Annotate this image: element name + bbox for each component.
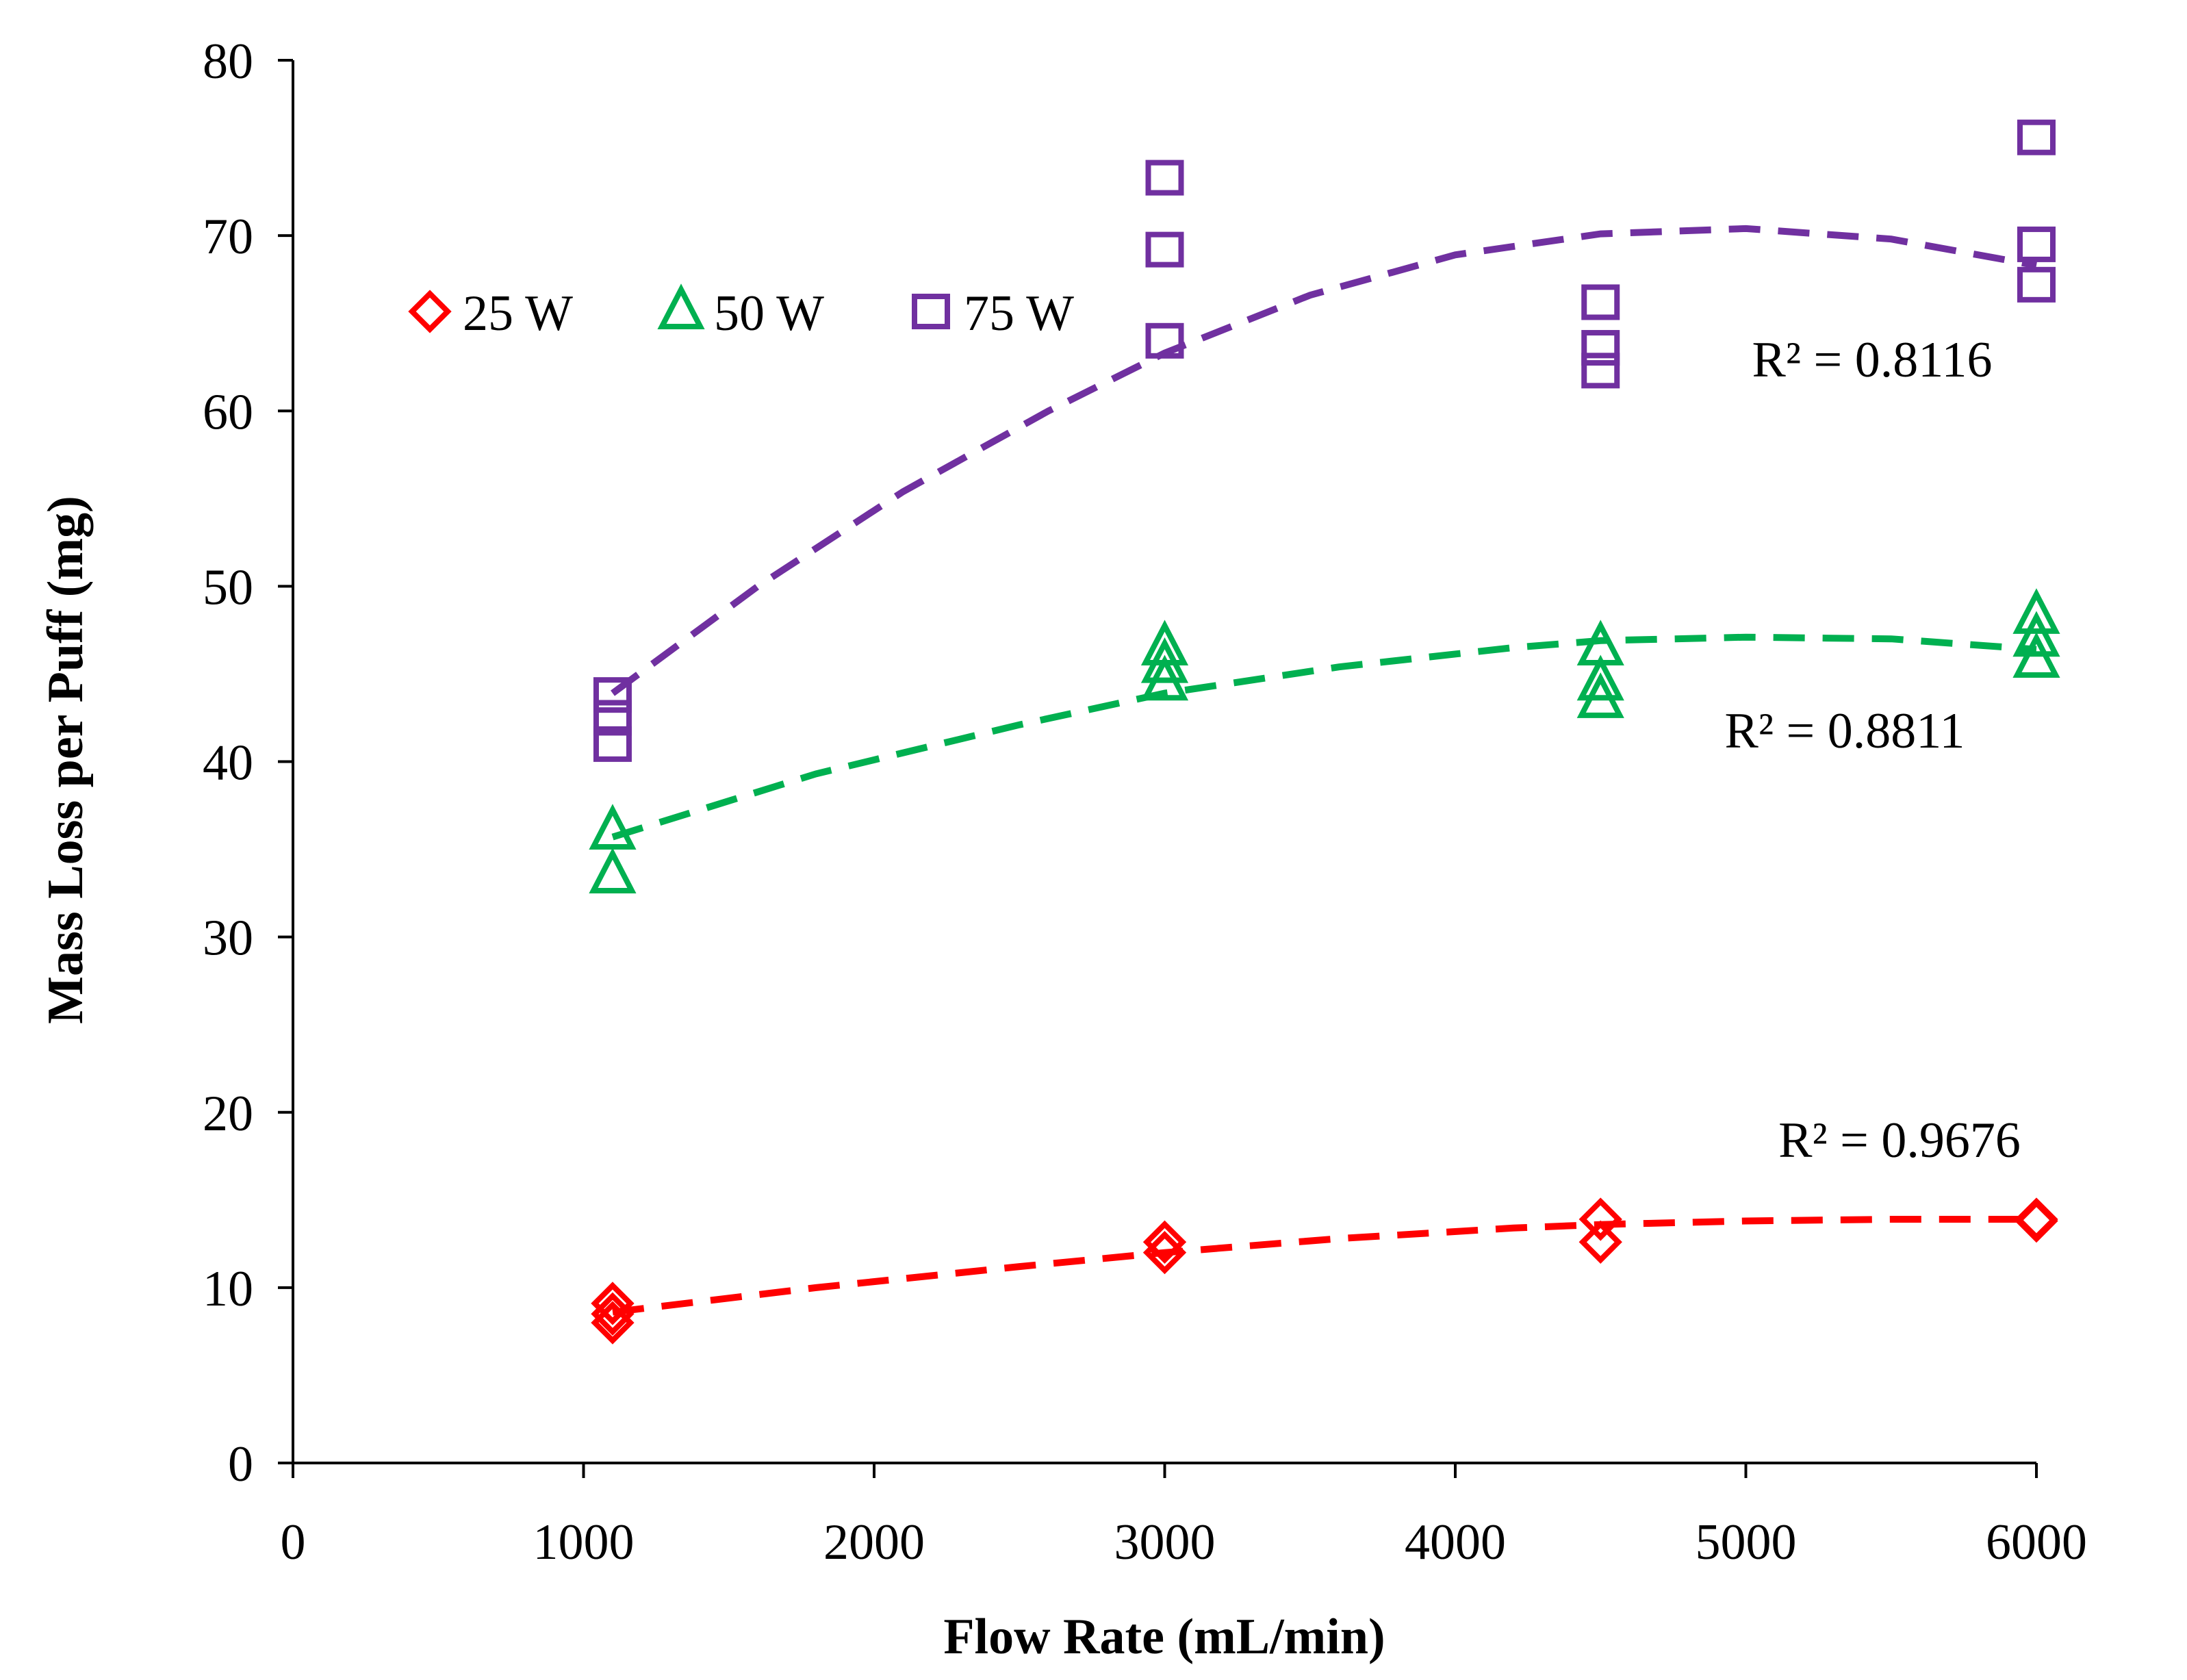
data-point-square — [593, 677, 632, 713]
y-tick-label: 80 — [203, 34, 253, 90]
data-point-square — [2017, 226, 2056, 262]
x-ticks: 0 1000 2000 3000 4000 5000 6000 — [281, 1463, 2087, 1570]
data-point-diamond — [591, 1282, 635, 1325]
y-tick-label: 40 — [203, 735, 253, 791]
data-point-square — [1145, 231, 1184, 268]
y-tick-label: 60 — [203, 384, 253, 440]
data-point-triangle — [589, 804, 637, 850]
y-ticks: 0 10 20 30 40 50 60 70 80 — [203, 34, 293, 1492]
data-point-triangle — [2012, 588, 2060, 634]
data-point-triangle — [1576, 620, 1624, 666]
trendline-50w — [611, 633, 2037, 841]
data-point-square — [2017, 266, 2056, 303]
x-tick-label: 1000 — [533, 1514, 635, 1570]
trendline-25w — [612, 1216, 2036, 1316]
x-tick-label: 5000 — [1696, 1514, 1797, 1570]
x-axis-title: Flow Rate (mL/min) — [943, 1609, 1385, 1665]
data-point-triangle — [1140, 620, 1189, 666]
data-point-square — [593, 726, 632, 762]
data-point-square — [1581, 353, 1620, 389]
data-point-triangle — [1576, 654, 1624, 701]
data-point-diamond — [1578, 1220, 1622, 1264]
y-tick-label: 30 — [203, 911, 253, 967]
r-squared-label: R² = 0.9676 — [1778, 1112, 2021, 1169]
data-markers — [589, 119, 2060, 1345]
legend-label: 25 W — [463, 285, 573, 342]
x-tick-label: 2000 — [823, 1514, 925, 1570]
legend-label: 75 W — [964, 285, 1074, 342]
data-point-square — [593, 700, 632, 736]
data-point-triangle — [589, 848, 637, 893]
data-point-triangle — [2012, 611, 2060, 657]
data-point-square — [1145, 322, 1184, 359]
trendline-75w — [611, 225, 2037, 696]
data-point-diamond — [1578, 1197, 1622, 1241]
y-tick-label: 50 — [203, 559, 253, 615]
legend-label: 50 W — [714, 285, 824, 342]
data-point-diamond — [2015, 1199, 2058, 1243]
data-point-square — [1581, 284, 1620, 320]
r-squared-labels: R² = 0.9676 R² = 0.8811 R² = 0.8116 — [1724, 332, 2020, 1169]
x-tick-label: 0 — [281, 1514, 306, 1570]
y-tick-label: 0 — [228, 1436, 253, 1492]
y-tick-label: 20 — [203, 1086, 253, 1142]
data-point-square — [1145, 160, 1184, 196]
legend-marker-square — [912, 294, 950, 329]
x-tick-label: 6000 — [1986, 1514, 2087, 1570]
r-squared-label: R² = 0.8811 — [1724, 703, 1965, 759]
legend: 25 W 50 W 75 W — [408, 283, 1074, 342]
legend-marker-triangle — [657, 283, 705, 329]
y-tick-label: 10 — [203, 1261, 253, 1317]
data-point-diamond — [1142, 1220, 1187, 1264]
data-point-square — [2017, 119, 2056, 155]
trendlines — [611, 225, 2037, 1316]
y-tick-label: 70 — [203, 209, 253, 265]
legend-marker-diamond — [408, 290, 452, 333]
r-squared-label: R² = 0.8116 — [1752, 332, 1992, 388]
x-tick-label: 3000 — [1114, 1514, 1216, 1570]
y-axis-title: Mass Loss per Puff (mg) — [38, 496, 94, 1023]
data-point-square — [1581, 330, 1620, 366]
x-tick-label: 4000 — [1405, 1514, 1506, 1570]
